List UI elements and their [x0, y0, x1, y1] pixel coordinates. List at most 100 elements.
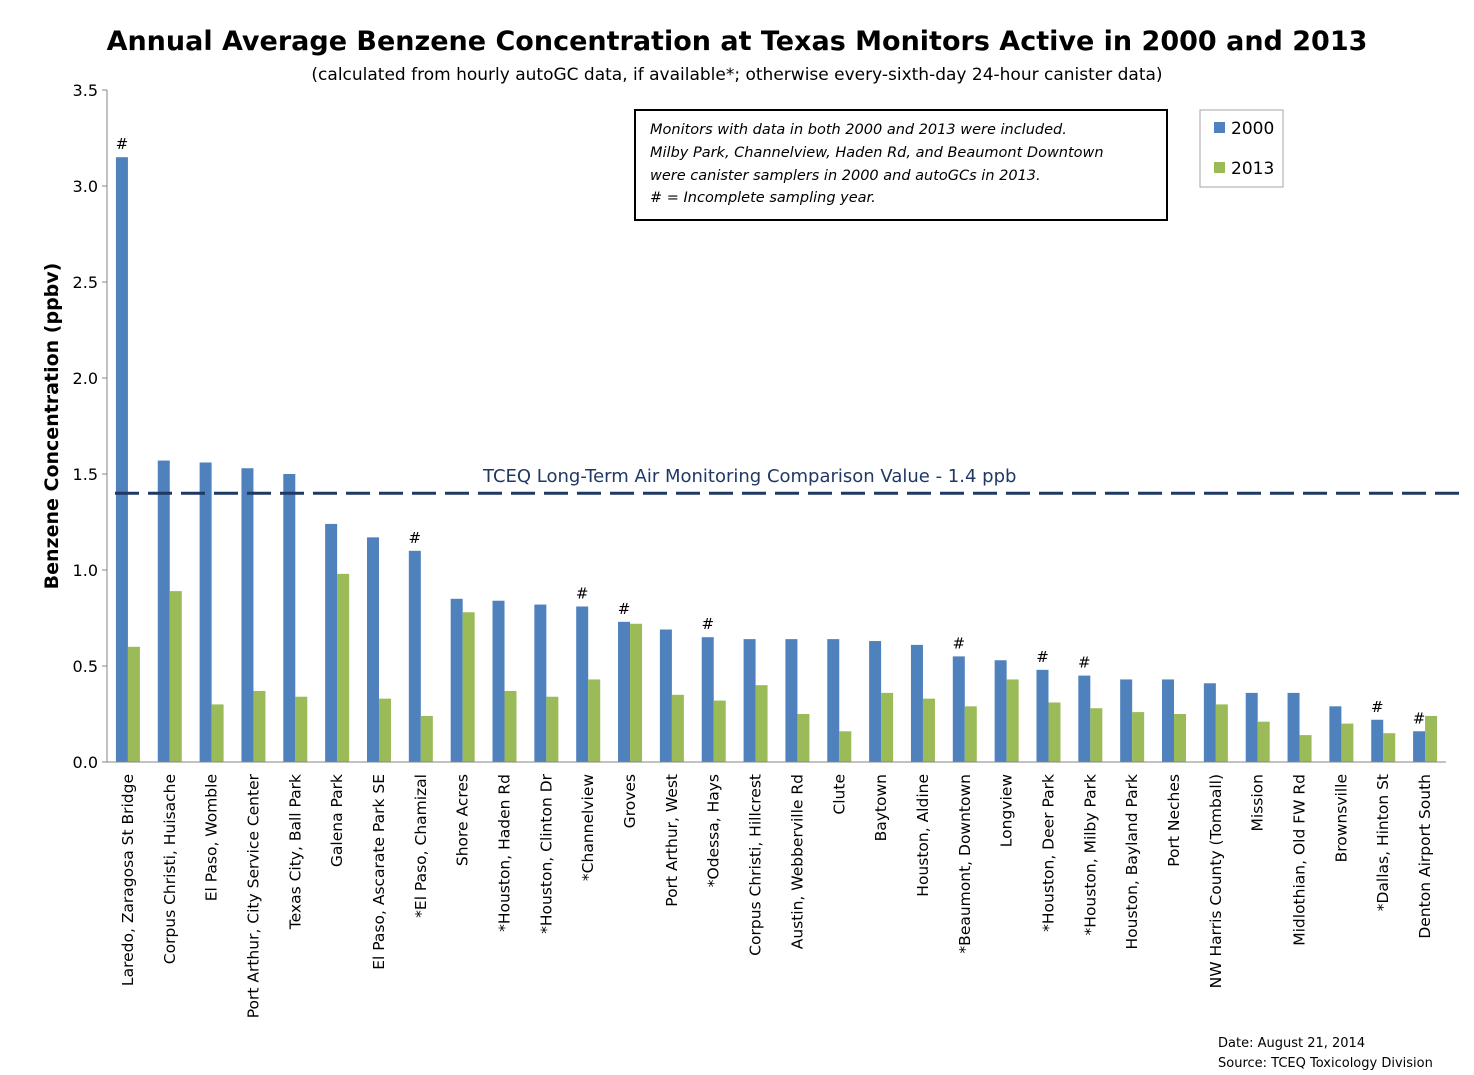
x-tick-label: Baytown — [872, 774, 890, 841]
x-tick-label: Clute — [830, 774, 848, 815]
bar-2000 — [1329, 706, 1342, 762]
bar-2013 — [881, 692, 894, 762]
x-tick-label: Corpus Christi, Hillcrest — [747, 774, 765, 956]
x-tick-label: Houston, Bayland Park — [1123, 774, 1141, 949]
bar-2000 — [1120, 679, 1133, 762]
annotation-frame — [634, 109, 1168, 221]
x-tick-label: Galena Park — [328, 774, 346, 867]
bar-2013 — [1257, 721, 1270, 762]
x-tick-label: Port Neches — [1165, 774, 1183, 867]
x-axis-labels: Laredo, Zaragosa St Bridge Corpus Christi… — [119, 773, 1434, 1018]
bar-2000 — [199, 462, 212, 762]
bar-2013 — [1341, 723, 1354, 762]
y-tick-label: 2.5 — [73, 273, 98, 292]
bar-2000 — [1162, 679, 1175, 762]
bar-2013 — [337, 573, 350, 762]
y-tick-label: 3.5 — [73, 81, 98, 100]
bar-2013 — [1383, 733, 1396, 762]
footer-date: Date: August 21, 2014 — [1218, 1036, 1365, 1051]
x-tick-label: Denton Airport South — [1416, 774, 1434, 939]
legend-swatch-2013 — [1214, 162, 1225, 173]
chart-title: Annual Average Benzene Concentration at … — [107, 26, 1368, 57]
incomplete-marker: # — [1413, 709, 1426, 727]
y-tick-label: 1.5 — [73, 465, 98, 484]
bar-2013 — [922, 698, 935, 762]
bar-2013 — [1090, 708, 1103, 762]
bar-2013 — [839, 731, 852, 762]
bar-2013 — [588, 679, 601, 762]
bar-2000 — [1245, 692, 1258, 762]
bar-2013 — [211, 704, 224, 762]
x-tick-label: Longview — [998, 774, 1016, 848]
x-tick-label: *Beaumont, Downtown — [956, 774, 974, 954]
bar-2013 — [295, 696, 308, 762]
x-tick-label: El Paso, Ascarate Park SE — [370, 774, 388, 970]
bar-2000 — [952, 656, 965, 762]
incomplete-marker: # — [1036, 648, 1049, 666]
incomplete-marker: # — [1371, 698, 1384, 716]
bar-2000 — [827, 639, 840, 762]
bars — [115, 157, 1438, 762]
legend-label-2013: 2013 — [1231, 159, 1274, 179]
x-tick-label: Port Arthur, City Service Center — [244, 773, 262, 1018]
x-tick-label: Laredo, Zaragosa St Bridge — [119, 774, 137, 986]
bar-2000 — [1203, 683, 1216, 762]
bar-2013 — [1425, 715, 1438, 762]
annotation-box: Monitors with data in both 2000 and 2013… — [634, 109, 1168, 221]
incomplete-markers: # # # # # # # # # # — [116, 135, 1426, 727]
bar-2000 — [408, 550, 421, 762]
x-tick-label: *Channelview — [579, 774, 597, 881]
y-axis: 0.0 0.5 1.0 1.5 2.0 2.5 3.0 3.5 — [73, 81, 108, 772]
bar-2000 — [785, 639, 798, 762]
x-tick-label: Brownsville — [1332, 774, 1350, 862]
bar-2000 — [659, 629, 672, 762]
y-tick-label: 0.0 — [73, 753, 98, 772]
incomplete-marker: # — [618, 600, 631, 618]
bar-2013 — [504, 690, 517, 762]
bar-2000 — [450, 598, 463, 762]
incomplete-marker: # — [116, 135, 129, 153]
bar-2000 — [701, 637, 714, 762]
bar-2013 — [1174, 714, 1187, 762]
annotation-line: # = Incomplete sampling year. — [650, 190, 876, 206]
y-tick-label: 2.0 — [73, 369, 98, 388]
bar-2013 — [797, 714, 810, 762]
reference-line-label: TCEQ Long-Term Air Monitoring Comparison… — [482, 466, 1016, 487]
bar-2013 — [671, 694, 684, 762]
bar-2013 — [964, 706, 977, 762]
x-tick-label: Port Arthur, West — [663, 774, 681, 907]
bar-2000 — [994, 660, 1007, 762]
bar-2000 — [1036, 669, 1049, 762]
x-tick-label: *Houston, Deer Park — [1039, 774, 1057, 932]
incomplete-marker: # — [701, 615, 714, 633]
y-tick-label: 1.0 — [73, 561, 98, 580]
bar-2000 — [618, 621, 631, 762]
bar-2000 — [534, 604, 547, 762]
incomplete-marker: # — [576, 584, 589, 602]
bar-2000 — [283, 474, 296, 762]
x-tick-label: *Houston, Clinton Dr — [537, 773, 555, 934]
chart-subtitle: (calculated from hourly autoGC data, if … — [311, 65, 1162, 85]
incomplete-marker: # — [953, 634, 966, 652]
bar-2000 — [576, 606, 589, 762]
bar-2013 — [755, 685, 768, 762]
x-tick-label: El Paso, Womble — [203, 774, 221, 901]
x-tick-label: Houston, Aldine — [914, 774, 932, 897]
x-tick-label: Austin, Webberville Rd — [788, 774, 806, 949]
legend-label-2000: 2000 — [1231, 119, 1274, 139]
x-tick-label: NW Harris County (Tomball) — [1207, 774, 1225, 988]
bar-2013 — [1048, 702, 1061, 762]
reference-line-group: TCEQ Long-Term Air Monitoring Comparison… — [115, 466, 1464, 495]
bar-2013 — [169, 591, 182, 762]
bar-2013 — [630, 623, 643, 762]
legend-frame — [1199, 109, 1284, 188]
x-tick-label: *El Paso, Chamizal — [412, 774, 430, 918]
footer-source: Source: TCEQ Toxicology Division — [1218, 1056, 1433, 1071]
legend-swatch-2000 — [1214, 122, 1225, 133]
x-tick-label: Mission — [1249, 774, 1267, 831]
x-tick-label: Corpus Christi, Huisache — [161, 774, 179, 964]
x-tick-label: Midlothian, Old FW Rd — [1291, 774, 1309, 946]
x-tick-label: *Houston, Milby Park — [1081, 774, 1099, 935]
bar-2000 — [1413, 731, 1426, 762]
